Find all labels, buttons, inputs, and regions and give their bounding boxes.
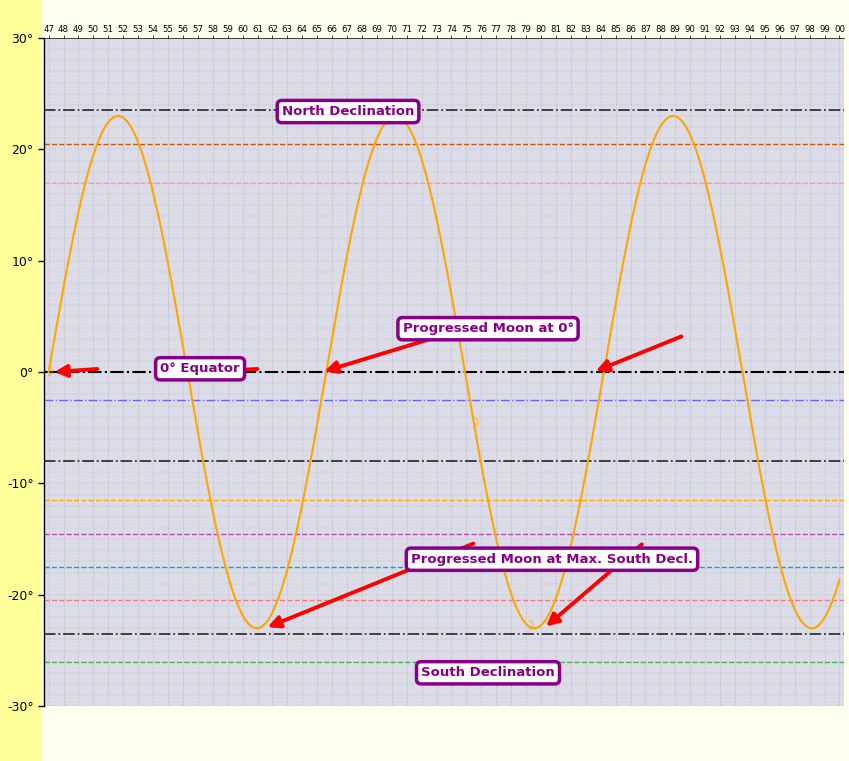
- Text: North Declination: North Declination: [282, 105, 414, 118]
- Text: Progressed Moon at 0°: Progressed Moon at 0°: [402, 322, 574, 335]
- Text: ☽: ☽: [43, 365, 54, 379]
- Text: South Declination: South Declination: [421, 667, 555, 680]
- Text: ☽: ☽: [524, 620, 535, 633]
- Text: 0° Equator: 0° Equator: [160, 362, 240, 375]
- Text: ☽: ☽: [469, 417, 480, 430]
- Text: Progressed Moon at Max. South Decl.: Progressed Moon at Max. South Decl.: [411, 552, 693, 565]
